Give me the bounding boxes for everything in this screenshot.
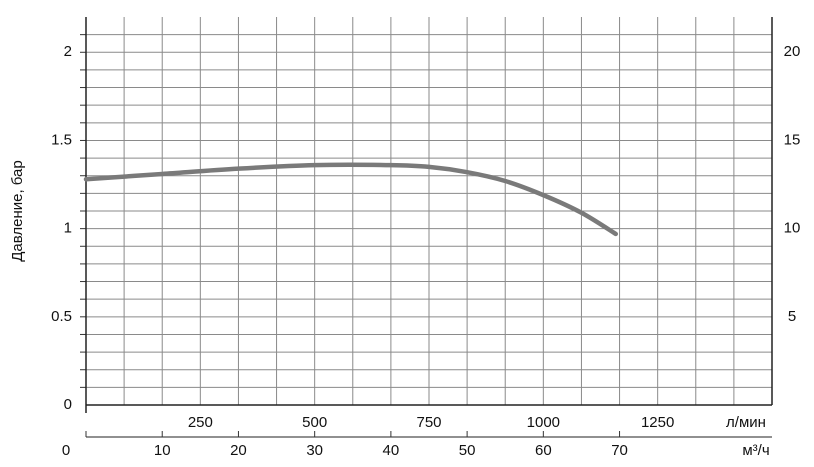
y-tick-label: 0 — [64, 396, 72, 413]
pump-curve — [83, 162, 618, 237]
x-tick-label: 60 — [535, 442, 552, 459]
x-tick-label: 0 — [62, 442, 70, 459]
x2-tick-label: 1250 — [641, 414, 674, 431]
x2-tick-label: 250 — [188, 414, 213, 431]
x2-tick-label: 500 — [302, 414, 327, 431]
x2-tick-label: 750 — [416, 414, 441, 431]
x-tick-label: 10 — [154, 442, 171, 459]
x-axis-label: м³/ч — [742, 442, 769, 459]
y-tick-label: 2 — [64, 43, 72, 60]
y2-tick-label: 20 — [784, 43, 801, 60]
y2-tick-label: 10 — [784, 220, 801, 237]
x2-axis-label: л/мин — [726, 414, 766, 431]
y-tick-label: 1 — [64, 220, 72, 237]
y-tick-label: 0.5 — [51, 308, 72, 325]
x2-tick-label: 1000 — [527, 414, 560, 431]
y-tick-label: 1.5 — [51, 131, 72, 148]
x-tick-label: 40 — [383, 442, 400, 459]
x-tick-label: 30 — [306, 442, 323, 459]
x-tick-label: 70 — [611, 442, 628, 459]
y2-tick-label: 5 — [788, 308, 796, 325]
x-tick-label: 50 — [459, 442, 476, 459]
y-axis-label: Давление, бар — [9, 160, 26, 262]
y2-tick-label: 15 — [784, 131, 801, 148]
x-tick-label: 20 — [230, 442, 247, 459]
